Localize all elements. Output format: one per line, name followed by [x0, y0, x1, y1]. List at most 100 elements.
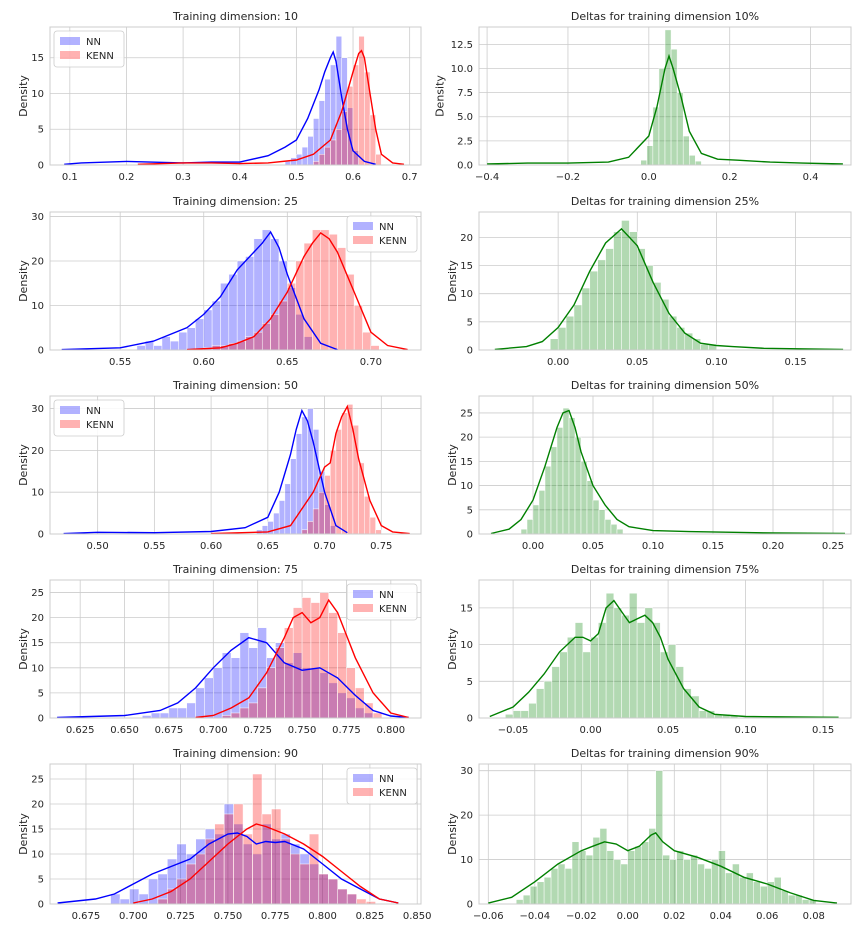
- histogram-bar: [301, 597, 312, 719]
- histogram-bar: [543, 681, 553, 719]
- histogram-bar: [230, 712, 241, 719]
- y-tick-label: 15: [460, 261, 473, 272]
- x-tick-label: 0.2: [722, 172, 738, 183]
- y-tick-label: 20: [31, 800, 44, 811]
- histogram-bar: [245, 256, 255, 351]
- histogram-bar: [320, 229, 330, 351]
- y-tick-label: 15: [31, 53, 44, 64]
- y-axis-label: Density: [446, 260, 459, 302]
- x-tick-label: 0.15: [702, 541, 724, 552]
- kde-line-nn: [57, 636, 409, 719]
- x-tick-label: 0.750: [288, 725, 317, 736]
- histogram-bar: [689, 155, 696, 166]
- histogram-bar: [529, 885, 538, 905]
- histogram-bar: [119, 898, 130, 905]
- legend-label-kenn: KENN: [86, 420, 114, 431]
- histogram-bar: [667, 644, 677, 719]
- chart-panel-10: −0.06 −0.04 −0.02 0.00 0.02 0.04 0.06 0.08 0 10 20…: [446, 747, 852, 922]
- histogram-bar: [346, 893, 357, 905]
- histogram-bar: [337, 888, 348, 905]
- chart-title: Deltas for training dimension 75%: [571, 563, 759, 576]
- histogram-bar: [582, 651, 591, 719]
- histogram-bar: [574, 436, 582, 535]
- y-tick-label: 20: [31, 613, 44, 624]
- histogram-bar: [599, 828, 608, 905]
- y-tick-label: 0: [38, 714, 44, 725]
- y-tick-label: 7.5: [457, 88, 473, 99]
- histogram-bar: [634, 845, 643, 905]
- x-tick-label: 0.6: [345, 172, 361, 183]
- histogram-bar: [606, 850, 615, 905]
- histogram-bar: [355, 687, 365, 719]
- histogram-bar: [356, 898, 367, 905]
- histogram-bar: [136, 345, 146, 351]
- histogram-bar: [613, 859, 622, 905]
- x-tick-label: 0.60: [200, 541, 222, 552]
- histogram-bar: [760, 885, 768, 905]
- histogram-bar: [571, 841, 580, 905]
- x-tick-label: 0.700: [199, 725, 228, 736]
- series-delta: [515, 770, 817, 905]
- histogram-bar: [695, 160, 702, 166]
- y-tick-label: 12.5: [451, 40, 473, 51]
- histogram-bar: [370, 345, 380, 351]
- x-tick-label: 0.05: [626, 357, 648, 368]
- x-tick-label: 0.725: [243, 725, 272, 736]
- kde-line-kenn: [133, 823, 399, 904]
- histogram-bar: [239, 632, 250, 719]
- x-tick-label: −0.06: [473, 911, 504, 922]
- legend-swatch-kenn: [353, 788, 373, 796]
- histogram-bar: [551, 666, 560, 719]
- histogram-bar: [787, 894, 796, 905]
- histogram-bar: [318, 873, 329, 905]
- legend-label-kenn: KENN: [379, 788, 407, 799]
- y-tick-label: 5: [38, 688, 44, 699]
- kde-line-delta: [490, 409, 846, 535]
- x-tick-label: 0.7: [402, 172, 418, 183]
- chart-title: Deltas for training dimension 50%: [571, 379, 759, 392]
- histogram-bar: [536, 881, 545, 905]
- histogram-bar: [168, 707, 179, 719]
- histogram-bar: [153, 345, 163, 351]
- plot-frame: [478, 579, 852, 719]
- y-tick-label: 15: [31, 825, 44, 836]
- x-tick-label: 0.60: [193, 357, 215, 368]
- histogram-bar: [290, 157, 297, 166]
- histogram-bar: [544, 465, 552, 535]
- histogram-bar: [186, 702, 196, 719]
- x-tick-label: 0.4: [232, 172, 248, 183]
- legend-swatch-nn: [60, 406, 80, 414]
- y-tick-label: 0: [467, 530, 473, 541]
- x-tick-label: 0.00: [617, 911, 639, 922]
- y-tick-label: 0: [467, 346, 473, 357]
- histogram-bar: [330, 139, 337, 166]
- histogram-bar: [318, 491, 325, 535]
- x-tick-label: −0.05: [498, 725, 529, 736]
- histogram-bar: [718, 850, 726, 905]
- x-tick-label: 0.3: [175, 172, 191, 183]
- series-delta: [549, 220, 717, 351]
- histogram-bar: [271, 808, 282, 905]
- y-tick-label: 10: [460, 855, 473, 866]
- y-tick-label: 10: [31, 488, 44, 499]
- histogram-bar: [257, 687, 267, 719]
- histogram-bar: [520, 528, 528, 535]
- histogram-bar: [604, 519, 612, 535]
- histogram-bar: [290, 458, 297, 535]
- kde-line-delta: [489, 599, 839, 718]
- histogram-bar: [621, 220, 630, 351]
- x-tick-label: −0.2: [556, 172, 580, 183]
- chart-panel-1: 0.1 0.2 0.3 0.4 0.5 0.6 0.7 0 5 10 15 Training dime…: [17, 10, 422, 183]
- x-tick-label: 0.55: [109, 357, 131, 368]
- histogram-bar: [557, 327, 567, 351]
- legend-box: [346, 215, 418, 253]
- chart-title: Training dimension: 50: [172, 379, 298, 392]
- chart-title: Deltas for training dimension 90%: [571, 747, 759, 760]
- histogram-bar: [252, 773, 263, 905]
- legend-label-nn: NN: [379, 590, 394, 601]
- x-tick-label: 0.675: [155, 725, 184, 736]
- kde-line-delta: [487, 53, 843, 165]
- plot-frame: [49, 26, 422, 166]
- histogram-bar: [186, 327, 196, 351]
- x-tick-label: 0.850: [403, 911, 432, 922]
